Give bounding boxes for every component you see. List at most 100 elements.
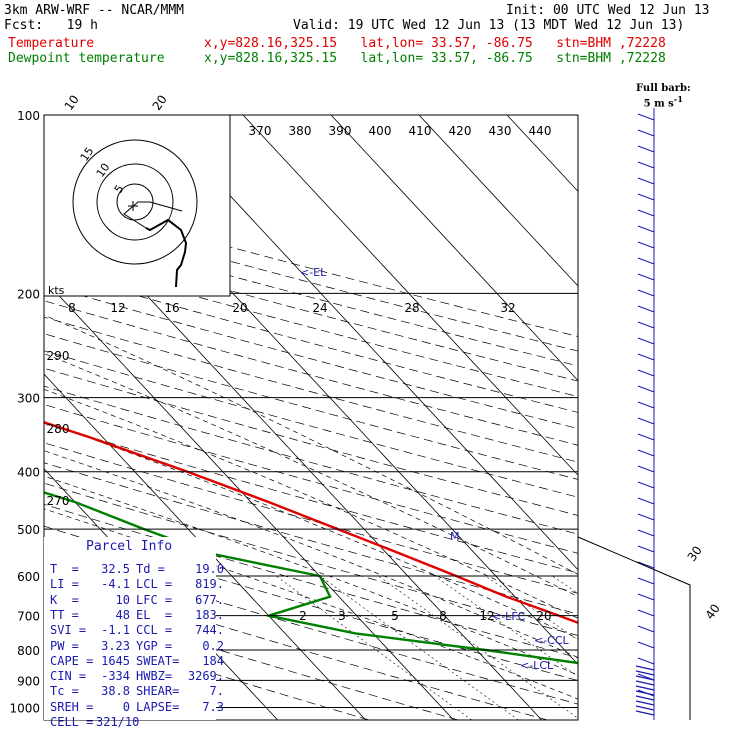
wind-barb	[635, 705, 655, 711]
barb-legend: Full barb: 5 m s-1	[636, 83, 691, 110]
parcel-info-cell: PW =	[50, 638, 79, 653]
parcel-info-title: Parcel Info	[86, 539, 173, 554]
pressure-label: 600	[17, 570, 40, 584]
isotherm-line	[0, 115, 14, 720]
parcel-info-row: CELL = 321/10	[50, 715, 270, 729]
parcel-info-cell: YGP =	[136, 638, 173, 653]
wind-barb	[637, 385, 655, 393]
wind-barb	[637, 433, 655, 441]
dry-adiabat	[44, 620, 369, 720]
hodograph-speed-label: 24	[312, 301, 327, 315]
parcel-info-cell: 0	[122, 699, 130, 714]
parcel-info-cell: SWEAT=	[136, 653, 180, 668]
wind-barb	[637, 529, 655, 537]
theta-label: 400	[369, 124, 392, 138]
parcel-info-cell: 7.3	[202, 699, 224, 714]
parcel-info-row: CAPE = 1645 SWEAT= 184	[50, 654, 224, 668]
parcel-info-cell: SREH =	[50, 699, 94, 714]
mixing-ratio-label: 8	[439, 609, 447, 623]
parcel-info-cell: SHEAR=	[136, 684, 180, 699]
pressure-label: 800	[17, 644, 40, 658]
level-annotation: M	[450, 530, 460, 543]
isotherm-line	[154, 115, 578, 571]
parcel-info-cell: 48	[115, 607, 130, 622]
parcel-info-cell: CIN =	[50, 669, 87, 684]
level-annotation: <-EL	[300, 266, 327, 279]
wind-barb	[637, 545, 655, 553]
wind-barb	[637, 177, 655, 185]
theta-left-label: 290	[47, 349, 70, 363]
parcel-info-cell: Tc =	[50, 684, 79, 699]
hodograph-speed-label: 32	[500, 301, 515, 315]
theta-left-label: 270	[47, 494, 70, 508]
wind-barb	[635, 685, 655, 691]
isotherm-line	[418, 115, 578, 287]
pressure-label: 400	[17, 466, 40, 480]
dry-adiabat	[44, 333, 578, 480]
wind-barb	[637, 561, 655, 569]
temperature-location: x,y=828.16,325.15 lat,lon= 33.57, -86.75…	[204, 36, 666, 51]
level-annotation: <-LFC	[492, 610, 526, 623]
pressure-label: 700	[17, 610, 40, 624]
parcel-info-cell: 1645	[101, 653, 130, 668]
moist-adiabat	[44, 388, 578, 619]
dewpoint-legend: Dewpoint temperature	[8, 51, 165, 66]
theta-label: 380	[289, 124, 312, 138]
wind-barb	[637, 497, 655, 505]
wind-barb	[637, 657, 655, 665]
parcel-info-row: SVI = -1.1 CCL = 744.	[50, 623, 224, 637]
parcel-info-row: PW = 3.23 YGP = 0.2	[50, 639, 224, 653]
isotherm-line	[44, 278, 454, 720]
parcel-info-row: K = 10 LFC = 677.	[50, 593, 224, 607]
dry-adiabat	[44, 350, 578, 498]
mixing-ratio-label: 2	[299, 609, 307, 623]
wind-barb	[637, 337, 655, 345]
parcel-info-row: TT = 48 EL = 183.	[50, 608, 224, 622]
wind-barb	[637, 145, 655, 153]
dry-adiabat	[44, 284, 578, 430]
parcel-info-cell: -1.1	[101, 623, 130, 638]
parcel-info-cell: Td =	[136, 562, 165, 576]
parcel-info-row: SREH = 0 LAPSE= 7.3	[50, 700, 224, 714]
dry-adiabat	[44, 316, 578, 463]
parcel-info-cell: HWBZ=	[136, 669, 173, 684]
isotherm-label: 10	[62, 92, 82, 113]
pressure-label: 100	[17, 109, 40, 123]
parcel-info-cell: 677.	[195, 592, 224, 607]
forecast-hour: Fcst: 19 h	[4, 18, 98, 33]
wind-barb	[637, 449, 655, 457]
parcel-info-cell: EL =	[136, 607, 173, 622]
parcel-info-cell: LAPSE=	[136, 699, 180, 714]
dry-adiabat	[44, 482, 578, 636]
pressure-label: 300	[17, 392, 40, 406]
temperature-profile	[44, 421, 578, 625]
parcel-info-row: T = 32.5 Td = 19.0	[50, 562, 224, 576]
wind-barb	[637, 609, 655, 617]
wind-barb	[637, 209, 655, 217]
wind-barb	[637, 465, 655, 473]
isotherm-line	[330, 115, 578, 382]
parcel-info-row: CIN = -334 HWBZ= 3269.	[50, 669, 224, 683]
theta-label: 420	[449, 124, 472, 138]
mixing-ratio-line	[485, 575, 578, 641]
parcel-info-cell: -4.1	[101, 577, 130, 592]
parcel-info-cell: 0.2	[202, 638, 224, 653]
moist-adiabat	[44, 475, 578, 676]
parcel-info-cell: LFC =	[136, 592, 173, 607]
isotherm-label: 40	[703, 601, 723, 622]
wind-barb	[635, 695, 655, 701]
hodograph-speed-label: 28	[404, 301, 419, 315]
moist-adiabat	[44, 508, 578, 700]
parcel-info-cell: 3269.	[187, 669, 224, 684]
parcel-info-cell: SVI =	[50, 623, 87, 638]
parcel-info-cell: TT =	[50, 607, 79, 622]
wind-barb	[635, 675, 655, 681]
parcel-info-cell: CAPE =	[50, 653, 94, 668]
mixing-ratio-line	[320, 575, 519, 720]
hodograph-ring	[72, 139, 198, 265]
wind-barb	[635, 680, 655, 686]
isotherm-line	[44, 373, 366, 720]
parcel-info-cell: LI =	[50, 577, 79, 592]
theta-label: 410	[409, 124, 432, 138]
